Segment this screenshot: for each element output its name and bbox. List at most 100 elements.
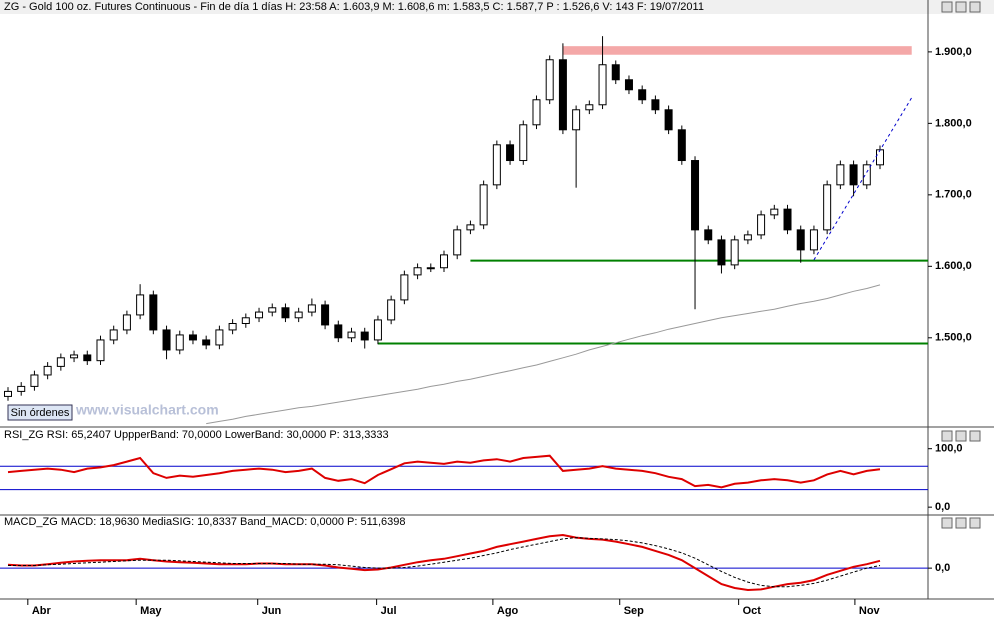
candle-body (149, 294, 158, 331)
candle-body (796, 229, 805, 251)
candle-body (466, 224, 475, 231)
candle-body (519, 124, 528, 162)
watermark: www.visualchart.com (75, 402, 219, 418)
candle-body (664, 109, 673, 131)
candle-body (598, 64, 607, 106)
orders-button[interactable] (7, 404, 73, 421)
candle-body (849, 164, 858, 186)
maximize-button[interactable] (955, 1, 967, 13)
candle-body (572, 109, 581, 131)
candle-body (862, 164, 871, 186)
candle-body (321, 304, 330, 326)
x-tick-label: Ago (497, 605, 519, 617)
y-tick-label: 0,0 (935, 562, 950, 574)
orders-button-label[interactable]: Sin órdenes (11, 407, 70, 419)
y-tick-label: 1.600,0 (935, 260, 972, 272)
candle-body (241, 317, 250, 325)
candle-body (56, 357, 65, 367)
candle-body (876, 149, 884, 166)
candle-body (651, 99, 660, 111)
close-button[interactable] (969, 1, 981, 13)
panel-title: ZG - Gold 100 oz. Futures Continuous - F… (4, 1, 704, 13)
candle-body (677, 129, 686, 162)
candle-body (453, 229, 462, 256)
y-tick-label: 1.500,0 (935, 332, 972, 344)
minimize-button[interactable] (941, 430, 953, 442)
candle-body (770, 208, 779, 216)
candle-body (136, 294, 145, 316)
candle-body (373, 319, 382, 341)
candle-body (387, 299, 396, 321)
maximize-button[interactable] (955, 517, 967, 529)
candle-body (109, 329, 118, 341)
candle-body (400, 274, 409, 301)
x-tick-label: Jun (262, 605, 282, 617)
indicator-line (7, 454, 881, 489)
candle-body (730, 239, 739, 266)
candle-body (83, 354, 92, 362)
candle-body (307, 304, 316, 313)
candle-body (17, 385, 26, 392)
candle-body (162, 329, 171, 351)
candle-body (836, 164, 845, 186)
minimize-button[interactable] (941, 517, 953, 529)
maximize-button[interactable] (955, 430, 967, 442)
x-tick-label: Abr (32, 605, 52, 617)
minimize-button[interactable] (941, 1, 953, 13)
panel-title: RSI_ZG RSI: 65,2407 UppperBand: 70,0000 … (4, 429, 389, 441)
panel-title: MACD_ZG MACD: 18,9630 MediaSIG: 10,8337 … (4, 516, 406, 528)
moving-average (206, 284, 881, 425)
candle-body (757, 214, 766, 236)
candle-body (440, 254, 448, 269)
resistance-band (562, 46, 912, 55)
y-tick-label: 100,0 (935, 443, 963, 455)
candle-body (360, 331, 369, 341)
candle-body (268, 307, 277, 313)
candle-body (202, 339, 211, 346)
candle-body (479, 184, 488, 226)
close-button[interactable] (969, 430, 981, 442)
candle-body (413, 267, 422, 276)
candle-body (545, 59, 554, 101)
candle-body (334, 324, 343, 339)
candle-body (255, 311, 264, 319)
candle-body (228, 323, 237, 331)
candle-body (347, 331, 356, 339)
y-tick-label: 0,0 (935, 501, 950, 513)
candle-body (624, 79, 633, 91)
y-tick-label: 1.700,0 (935, 189, 972, 201)
candle-body (281, 307, 290, 319)
candle-body (70, 354, 79, 359)
candle-body (585, 104, 594, 111)
y-tick-label: 1.800,0 (935, 117, 972, 129)
candle-body (175, 334, 184, 351)
main-header-bar (0, 0, 994, 14)
x-tick-label: Jul (381, 605, 397, 617)
candle-body (611, 64, 620, 81)
candle-body (823, 184, 832, 231)
candle-body (506, 144, 515, 162)
window-buttons[interactable] (941, 1, 981, 529)
candle-body (96, 339, 105, 362)
candle-body (122, 314, 131, 331)
close-button[interactable] (969, 517, 981, 529)
signal-line (8, 537, 881, 588)
candle-body (783, 208, 792, 231)
candle-body (30, 374, 39, 387)
candle-body (691, 160, 700, 231)
candle-body (809, 229, 818, 251)
candle-body (188, 334, 197, 341)
y-tick-label: 1.900,0 (935, 46, 972, 58)
x-tick-label: Sep (624, 605, 644, 617)
candle-body (4, 390, 12, 397)
candle-body (638, 89, 647, 101)
candle-body (43, 365, 52, 376)
candle-body (492, 144, 501, 186)
candle-body (215, 329, 224, 346)
candle-body (532, 99, 541, 126)
candle-body (294, 311, 303, 319)
candle-body (704, 229, 713, 241)
candle-body (426, 267, 435, 270)
candle-body (743, 234, 752, 241)
